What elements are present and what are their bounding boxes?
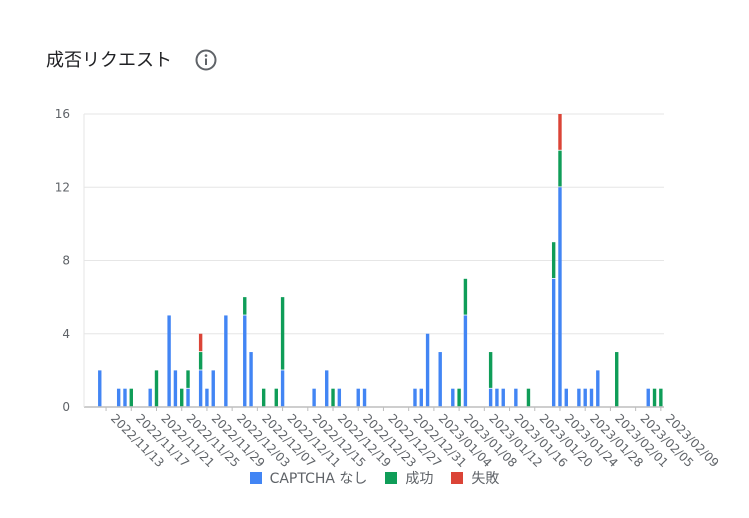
bar-segment	[173, 370, 178, 407]
bar-segment	[438, 352, 442, 407]
bar-segment	[274, 388, 278, 407]
bar-segment	[116, 388, 121, 407]
bar-segment	[425, 333, 430, 407]
bar-segment	[280, 297, 285, 370]
y-tick-label: 8	[62, 254, 70, 268]
bar-segment	[198, 370, 203, 407]
bar-segment	[148, 388, 152, 407]
bar-segment	[186, 370, 190, 388]
bar-segment	[526, 388, 531, 407]
bar-segment	[167, 315, 171, 407]
bar-segment	[205, 388, 209, 407]
bar-segment	[551, 242, 556, 279]
y-tick-label: 12	[55, 180, 70, 194]
bar-segment	[261, 388, 266, 407]
bar-segment	[596, 370, 600, 407]
bar-segment	[280, 370, 285, 407]
y-tick-label: 0	[62, 400, 70, 414]
page-title: 成否リクエスト	[46, 50, 172, 71]
legend-item-success[interactable]: 成功	[385, 468, 433, 488]
bar-segment	[551, 278, 556, 407]
bar-segment	[98, 370, 102, 407]
legend-label-success: 成功	[405, 471, 434, 487]
y-tick-label: 16	[55, 107, 70, 121]
bar-segment	[564, 388, 568, 407]
legend-swatch-no-captcha	[249, 472, 262, 484]
bar-segment	[129, 388, 133, 407]
bar-segment	[646, 388, 650, 407]
bar-segment	[337, 388, 342, 407]
bar-segment	[558, 114, 562, 150]
bar-segment	[463, 315, 468, 407]
legend-item-no-captcha[interactable]: CAPTCHA なし	[249, 468, 368, 488]
bar-segment	[211, 370, 215, 407]
bar-segment	[457, 388, 461, 407]
bar-segment	[451, 388, 455, 407]
bar-segment	[243, 315, 247, 407]
bar-segment	[501, 388, 505, 407]
bar-segment	[652, 388, 657, 407]
bar-segment	[615, 352, 619, 407]
info-icon[interactable]	[195, 49, 217, 71]
bar-segment	[514, 388, 518, 407]
bar-segment	[249, 352, 253, 407]
bar-segment	[180, 388, 184, 407]
bar-segment	[123, 388, 127, 407]
bar-segment	[362, 388, 367, 407]
legend-item-failure[interactable]: 失敗	[451, 468, 499, 488]
legend-label-no-captcha: CAPTCHA なし	[269, 471, 368, 487]
bar-segment	[495, 388, 499, 407]
bar-segment	[488, 352, 493, 388]
bar-segment	[558, 187, 562, 407]
bar-segment	[589, 388, 594, 407]
bar-segment	[154, 370, 159, 407]
bar-segment	[488, 388, 493, 407]
legend-swatch-failure	[451, 472, 464, 484]
chart-legend: CAPTCHA なし 成功 失敗	[0, 468, 749, 488]
bar-segment	[419, 388, 423, 407]
bar-segment	[463, 278, 468, 315]
bar-segment	[186, 388, 190, 407]
bar-segment	[558, 150, 562, 187]
bar-segment	[413, 388, 417, 407]
bar-segment	[659, 388, 663, 407]
bar-segment	[198, 352, 203, 370]
bar-segment	[583, 388, 587, 407]
bar-segment	[325, 370, 329, 407]
bar-segment	[577, 388, 581, 407]
bar-segment	[243, 297, 247, 315]
bar-segment	[331, 388, 335, 407]
bar-segment	[198, 333, 203, 352]
legend-label-failure: 失敗	[471, 471, 500, 487]
legend-swatch-success	[385, 472, 398, 484]
bar-segment	[356, 388, 360, 407]
bar-segment	[312, 388, 316, 407]
bar-segment	[224, 315, 228, 407]
y-tick-label: 4	[62, 327, 70, 341]
